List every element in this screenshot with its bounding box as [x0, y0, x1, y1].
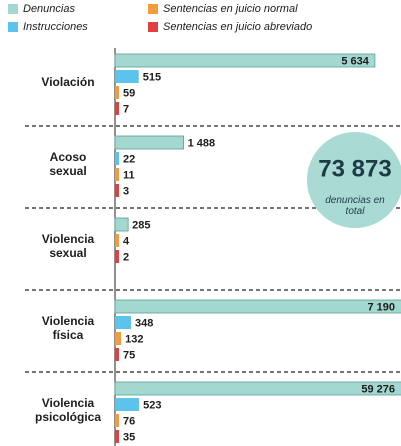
- bar: [115, 398, 140, 411]
- legend-swatch: [8, 4, 18, 14]
- bar: [114, 381, 401, 396]
- value-label: 5 634: [341, 55, 369, 67]
- legend-swatch: [148, 22, 158, 32]
- legend-label: Denuncias: [23, 3, 75, 15]
- bar: [115, 102, 119, 115]
- bar: [115, 414, 119, 427]
- legend-swatch: [148, 4, 158, 14]
- value-label: 59 276: [361, 383, 395, 395]
- bar: [115, 430, 119, 443]
- bar: [115, 86, 119, 99]
- bar: [115, 70, 139, 83]
- value-label: 348: [135, 317, 153, 329]
- category-label: Violencia psicológica: [34, 396, 102, 424]
- value-label: 59: [123, 87, 135, 99]
- value-label: 76: [123, 415, 135, 427]
- value-label: 4: [123, 235, 130, 247]
- legend-label: Sentencias en juicio normal: [163, 3, 298, 15]
- bar: [115, 316, 132, 329]
- value-label: 75: [123, 349, 135, 361]
- value-label: 22: [123, 153, 135, 165]
- bar: [114, 217, 129, 232]
- value-label: 3: [123, 185, 129, 197]
- value-label: 11: [123, 169, 135, 181]
- value-label: 523: [143, 399, 161, 411]
- value-label: 7: [123, 103, 129, 115]
- total-caption: denuncias en total: [325, 195, 385, 217]
- value-label: 285: [132, 219, 150, 231]
- value-label: 2: [123, 251, 129, 263]
- category-label: Violación: [41, 75, 95, 89]
- value-label: 515: [143, 71, 161, 83]
- total-value: 73 873: [318, 155, 391, 182]
- bar: [115, 332, 122, 345]
- value-label: 132: [125, 333, 143, 345]
- bar: [114, 299, 401, 314]
- bar: [114, 135, 185, 150]
- legend-swatch: [8, 22, 18, 32]
- bar: [114, 53, 376, 68]
- category-label: Acoso sexual: [49, 150, 87, 178]
- category-label: Violencia sexual: [41, 232, 95, 260]
- bar: [115, 168, 119, 181]
- bar: [115, 250, 119, 263]
- bar: [115, 184, 119, 197]
- bar: [115, 152, 119, 165]
- value-label: 7 190: [367, 301, 395, 313]
- bar: [115, 234, 119, 247]
- legend-label: Sentencias en juicio abreviado: [163, 21, 312, 33]
- value-label: 1 488: [188, 137, 216, 149]
- legend-label: Instrucciones: [23, 21, 88, 33]
- value-label: 35: [123, 431, 135, 443]
- bar: [115, 348, 119, 361]
- total-circle: [307, 132, 401, 228]
- category-label: Violencia física: [41, 314, 95, 342]
